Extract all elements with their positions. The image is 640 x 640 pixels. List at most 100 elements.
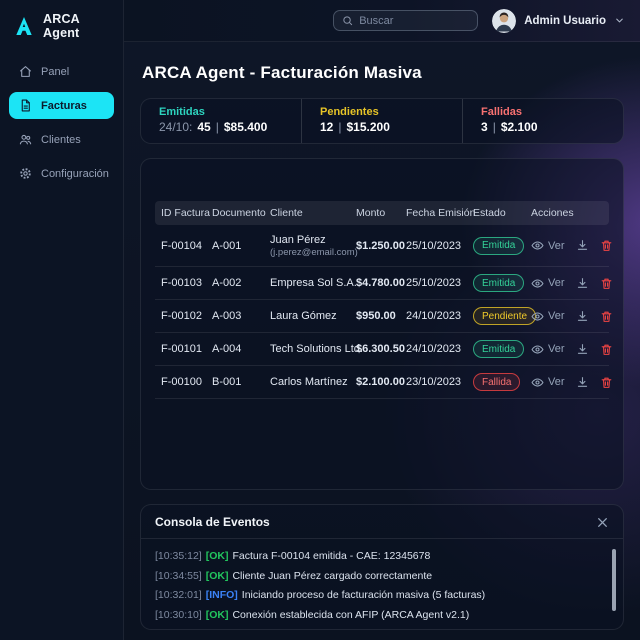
- stats-bar: Emitidas 24/10: 45 | $85.400 Pendientes 12 |…: [140, 98, 624, 144]
- console-scrollbar[interactable]: [612, 549, 616, 611]
- table-row: F-00100 B-001 Carlos Martínez $2.100.00 …: [155, 366, 611, 399]
- console-header: Consola de Eventos: [141, 505, 623, 539]
- sidebar-item-label: Facturas: [41, 99, 87, 112]
- sidebar-item-label: Clientes: [41, 133, 81, 146]
- gear-icon: [20, 168, 31, 179]
- download-button[interactable]: [576, 376, 589, 389]
- event-console: Consola de Eventos [10:35:12] [OK] Factura…: [140, 504, 624, 630]
- sidebar: ARCA Agent Panel Facturas Clientes Confi…: [0, 0, 124, 640]
- cell-invoice-id: F-00102: [161, 310, 202, 322]
- close-icon[interactable]: [596, 516, 609, 529]
- delete-button[interactable]: [600, 277, 613, 290]
- cell-actions: Ver: [531, 310, 613, 323]
- cell-client: Empresa Sol S.A.: [270, 276, 357, 289]
- stat-value: 12 | $15.200: [320, 120, 390, 134]
- user-name: Admin Usuario: [524, 14, 606, 27]
- log-line: [10:30:10] [OK] Conexión establecida con A…: [155, 608, 470, 621]
- user-menu[interactable]: Admin Usuario: [492, 8, 625, 33]
- download-button[interactable]: [576, 277, 589, 290]
- main-column: Admin Usuario ARCA Agent - Facturación M…: [124, 0, 640, 640]
- cell-amount: $2.100.00: [356, 376, 405, 388]
- status-badge: Emitida: [473, 274, 525, 292]
- table-row: F-00102 A-003 Laura Gómez $950.00 24/10/…: [155, 300, 611, 333]
- cell-actions: Ver: [531, 343, 613, 356]
- delete-button[interactable]: [600, 343, 613, 356]
- trash-icon: [601, 344, 611, 355]
- view-button[interactable]: Ver: [531, 343, 565, 356]
- cell-invoice-id: F-00103: [161, 277, 202, 289]
- download-button[interactable]: [576, 343, 589, 356]
- eye-icon: [531, 278, 544, 288]
- cell-document: B-001: [212, 376, 242, 388]
- cell-invoice-id: F-00104: [161, 239, 202, 252]
- cell-actions: Ver: [531, 277, 613, 290]
- cell-invoice-id: F-00100: [161, 376, 202, 388]
- stat-fallidas: Fallidas 3 | $2.100: [462, 99, 623, 143]
- stat-pendientes: Pendientes 12 | $15.200: [301, 99, 462, 143]
- document-icon: [21, 99, 30, 112]
- cell-document: A-002: [212, 277, 242, 289]
- view-button[interactable]: Ver: [531, 239, 565, 252]
- download-icon: [577, 376, 587, 387]
- column-header-acciones: Acciones: [531, 207, 574, 219]
- sidebar-item-panel[interactable]: Panel: [9, 58, 114, 85]
- page-title: ARCA Agent - Facturación Masiva: [142, 63, 422, 82]
- console-title: Consola de Eventos: [155, 515, 270, 529]
- cell-amount: $950.00: [356, 310, 396, 322]
- trash-icon: [601, 240, 611, 251]
- app-logo: ARCA Agent: [0, 0, 123, 58]
- delete-button[interactable]: [600, 310, 613, 323]
- cell-invoice-id: F-00101: [161, 343, 202, 355]
- stat-label: Fallidas: [481, 106, 522, 118]
- cell-status: Emitida: [473, 274, 531, 292]
- eye-icon: [531, 377, 544, 387]
- table-row: F-00101 A-004 Tech Solutions Ltd. $6.300…: [155, 333, 611, 366]
- table-row: F-00104 A-001 Juan Pérez (j.perez@email.…: [155, 225, 611, 267]
- download-button[interactable]: [576, 239, 589, 252]
- sidebar-item-label: Configuración: [41, 167, 109, 180]
- cell-date: 25/10/2023: [406, 277, 462, 289]
- download-icon: [577, 310, 587, 321]
- cell-document: A-004: [212, 343, 242, 355]
- table-row: F-00103 A-002 Empresa Sol S.A. $4.780.00…: [155, 267, 611, 300]
- avatar-image: [492, 8, 517, 33]
- column-header-id: ID Factura: [161, 207, 211, 219]
- sidebar-item-configuracion[interactable]: Configuración: [9, 160, 114, 187]
- console-log-list: [10:35:12] [OK] Factura F-00104 emitida - …: [141, 539, 623, 629]
- cell-status: Fallida: [473, 373, 531, 391]
- cell-client: Carlos Martínez: [270, 375, 348, 388]
- search-icon: [343, 16, 353, 26]
- log-line: [10:34:55] [OK] Cliente Juan Pérez cargado…: [155, 569, 433, 582]
- table-header: ID Factura Documento Cliente Monto Fecha…: [155, 201, 609, 225]
- app-name: ARCA Agent: [43, 12, 80, 40]
- home-icon: [20, 66, 31, 77]
- view-button[interactable]: Ver: [531, 310, 565, 323]
- column-header-fecha: Fecha Emisión: [406, 207, 476, 219]
- stat-emitidas: Emitidas 24/10: 45 | $85.400: [141, 99, 301, 143]
- sidebar-item-clientes[interactable]: Clientes: [9, 126, 114, 153]
- invoices-table-card: ID Factura Documento Cliente Monto Fecha…: [140, 158, 624, 490]
- view-button[interactable]: Ver: [531, 277, 565, 290]
- trash-icon: [601, 311, 611, 322]
- delete-button[interactable]: [600, 239, 613, 252]
- sidebar-item-facturas[interactable]: Facturas: [9, 92, 114, 119]
- cell-client: Juan Pérez (j.perez@email.com): [270, 233, 358, 258]
- avatar: [492, 8, 517, 33]
- status-badge: Emitida: [473, 236, 525, 255]
- main-content: ARCA Agent - Facturación Masiva Emitidas…: [124, 42, 640, 640]
- stat-label: Emitidas: [159, 106, 205, 118]
- cell-actions: Ver: [531, 376, 613, 389]
- download-button[interactable]: [576, 310, 589, 323]
- search-box: [333, 10, 479, 31]
- view-button[interactable]: Ver: [531, 376, 565, 389]
- sidebar-nav: Panel Facturas Clientes Configuración: [0, 58, 123, 187]
- cell-document: A-003: [212, 310, 242, 322]
- column-header-cliente: Cliente: [270, 207, 303, 219]
- cell-client: Laura Gómez: [270, 309, 337, 322]
- search-input[interactable]: [359, 14, 470, 27]
- delete-button[interactable]: [600, 376, 613, 389]
- status-badge: Emitida: [473, 340, 525, 358]
- cell-actions: Ver: [531, 239, 613, 252]
- cell-date: 23/10/2023: [406, 376, 462, 388]
